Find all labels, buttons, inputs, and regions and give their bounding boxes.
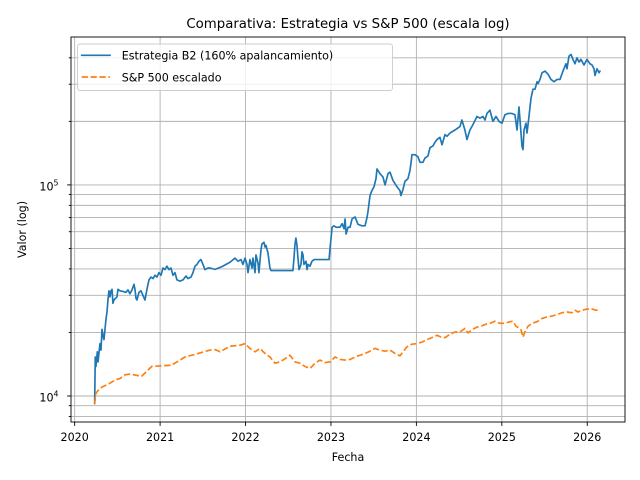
series-group <box>93 53 601 405</box>
x-tick-label: 2021 <box>146 431 174 444</box>
legend-entry-strategy: Estrategia B2 (160% apalancamiento) <box>80 50 334 63</box>
tick-marks <box>67 57 588 426</box>
x-tick-label: 2023 <box>317 431 345 444</box>
x-tick-label: 2024 <box>402 431 430 444</box>
series-line-sp500 <box>93 308 600 404</box>
legend-entry-sp500: S&P 500 escalado <box>81 71 222 84</box>
legend-label-strategy: Estrategia B2 (160% apalancamiento) <box>122 50 334 63</box>
x-tick-label: 2022 <box>231 431 259 444</box>
y-tick-label-base: 10 <box>39 180 53 193</box>
legend-box <box>77 43 393 91</box>
y-tick-label-base: 10 <box>39 391 53 404</box>
y-tick-label-exponent: 5 <box>54 178 59 187</box>
y-tick-label-exponent: 4 <box>54 389 59 398</box>
legend: Estrategia B2 (160% apalancamiento) S&P … <box>77 43 393 91</box>
y-axis-label: Valor (log) <box>16 201 29 258</box>
y-tick-label: 105 <box>39 178 58 193</box>
series-line-strategy <box>93 53 601 405</box>
legend-label-sp500: S&P 500 escalado <box>122 71 222 84</box>
x-tick-label: 2026 <box>573 431 601 444</box>
x-axis-label: Fecha <box>332 451 365 464</box>
y-tick-label: 104 <box>39 389 58 404</box>
chart-title: Comparativa: Estrategia vs S&P 500 (esca… <box>186 17 509 32</box>
x-tick-label: 2025 <box>488 431 516 444</box>
axes-frame <box>70 36 626 423</box>
x-tick-label: 2020 <box>61 431 89 444</box>
